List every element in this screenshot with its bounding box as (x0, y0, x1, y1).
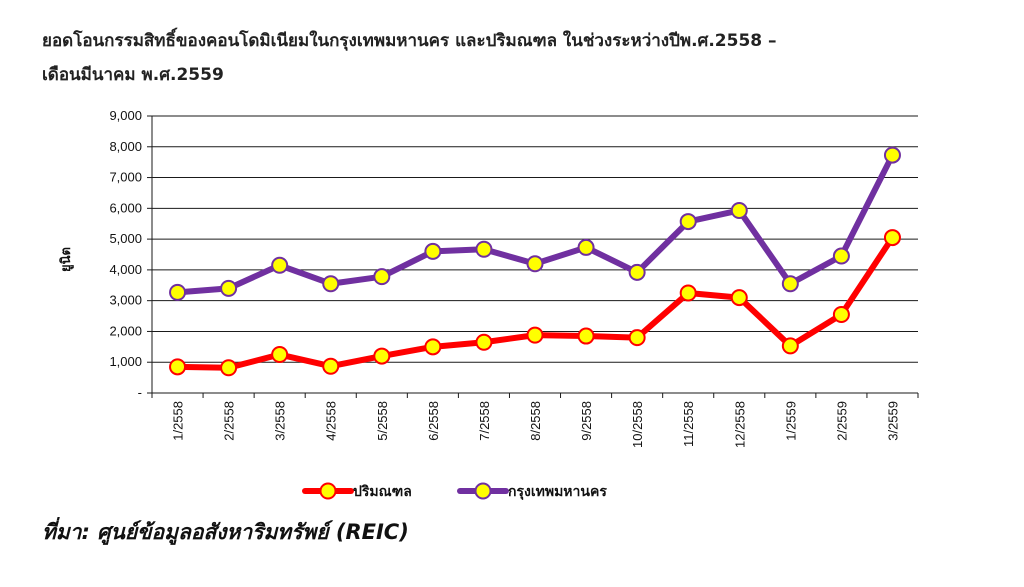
x-tick-label: 9/2558 (579, 401, 594, 441)
x-tick-label: 11/2558 (681, 401, 696, 447)
x-tick-label: 7/2558 (477, 401, 492, 441)
x-tick-label: 8/2558 (528, 401, 543, 441)
series-1-point (475, 240, 493, 258)
y-tick-label: - (138, 385, 142, 400)
series-0-point (169, 358, 187, 376)
source-note: ที่มา: ศูนย์ข้อมูลอสังหาริมทรัพย์ (REIC) (42, 520, 409, 544)
y-tick-label: 7,000 (109, 170, 142, 185)
x-tick-label: 4/2558 (324, 401, 339, 441)
y-tick-label: 1,000 (109, 354, 142, 369)
series-0-point (322, 357, 340, 375)
series-1-point (730, 201, 748, 219)
series-0-point (424, 338, 442, 356)
series-0-point (679, 284, 697, 302)
series-1-point (781, 275, 799, 293)
y-tick-label: 8,000 (109, 139, 142, 154)
series-1-point (577, 238, 595, 256)
legend-marker-1 (474, 482, 492, 500)
x-tick-label: 6/2558 (426, 401, 441, 441)
series-1-point (220, 279, 238, 297)
series-0-point (475, 333, 493, 351)
legend-label-1: กรุงเทพมหานคร (508, 484, 607, 500)
series-0-point (832, 306, 850, 324)
y-tick-label: 4,000 (109, 262, 142, 277)
x-tick-label: 2/2559 (834, 401, 849, 441)
series-0-point (730, 289, 748, 307)
y-tick-label: 6,000 (109, 200, 142, 215)
legend-marker-0 (319, 482, 337, 500)
chart-title-line1: ยอดโอนกรรมสิทธิ์ของคอนโดมิเนียมในกรุงเทพ… (42, 31, 777, 51)
series-1-point (424, 242, 442, 260)
x-tick-label: 10/2558 (630, 401, 645, 448)
x-tick-label: 1/2559 (783, 401, 798, 441)
y-tick-label: 5,000 (109, 231, 142, 246)
series-0-point (628, 329, 646, 347)
x-tick-label: 2/2558 (222, 401, 237, 441)
series-0-point (883, 229, 901, 247)
series-0-point (373, 347, 391, 365)
series-1-point (883, 146, 901, 164)
series-1-point (271, 256, 289, 274)
y-tick-label: 3,000 (109, 293, 142, 308)
series-1-point (322, 275, 340, 293)
series-0-point (271, 346, 289, 364)
y-tick-label: 9,000 (109, 108, 142, 123)
legend-label-0: ปริมณฑล (353, 484, 412, 500)
series-0-point (577, 327, 595, 345)
series-1-point (679, 213, 697, 231)
x-tick-label: 1/2558 (171, 401, 186, 441)
x-tick-label: 3/2559 (885, 401, 900, 441)
series-0-point (781, 337, 799, 355)
series-1-point (526, 255, 544, 273)
x-tick-label: 5/2558 (375, 401, 390, 441)
chart-title-line2: เดือนมีนาคม พ.ศ.2559 (42, 65, 224, 85)
series-1-point (628, 263, 646, 281)
series-1-point (832, 247, 850, 265)
x-tick-label: 12/2558 (732, 401, 747, 448)
x-tick-label: 3/2558 (273, 401, 288, 441)
series-0-point (526, 326, 544, 344)
series-1-point (373, 268, 391, 286)
y-axis-label: ยูนิต (59, 247, 74, 272)
y-tick-label: 2,000 (109, 323, 142, 338)
series-1-point (169, 283, 187, 301)
chart-title: ยอดโอนกรรมสิทธิ์ของคอนโดมิเนียมในกรุงเทพ… (42, 24, 1002, 92)
series-0-point (220, 359, 238, 377)
